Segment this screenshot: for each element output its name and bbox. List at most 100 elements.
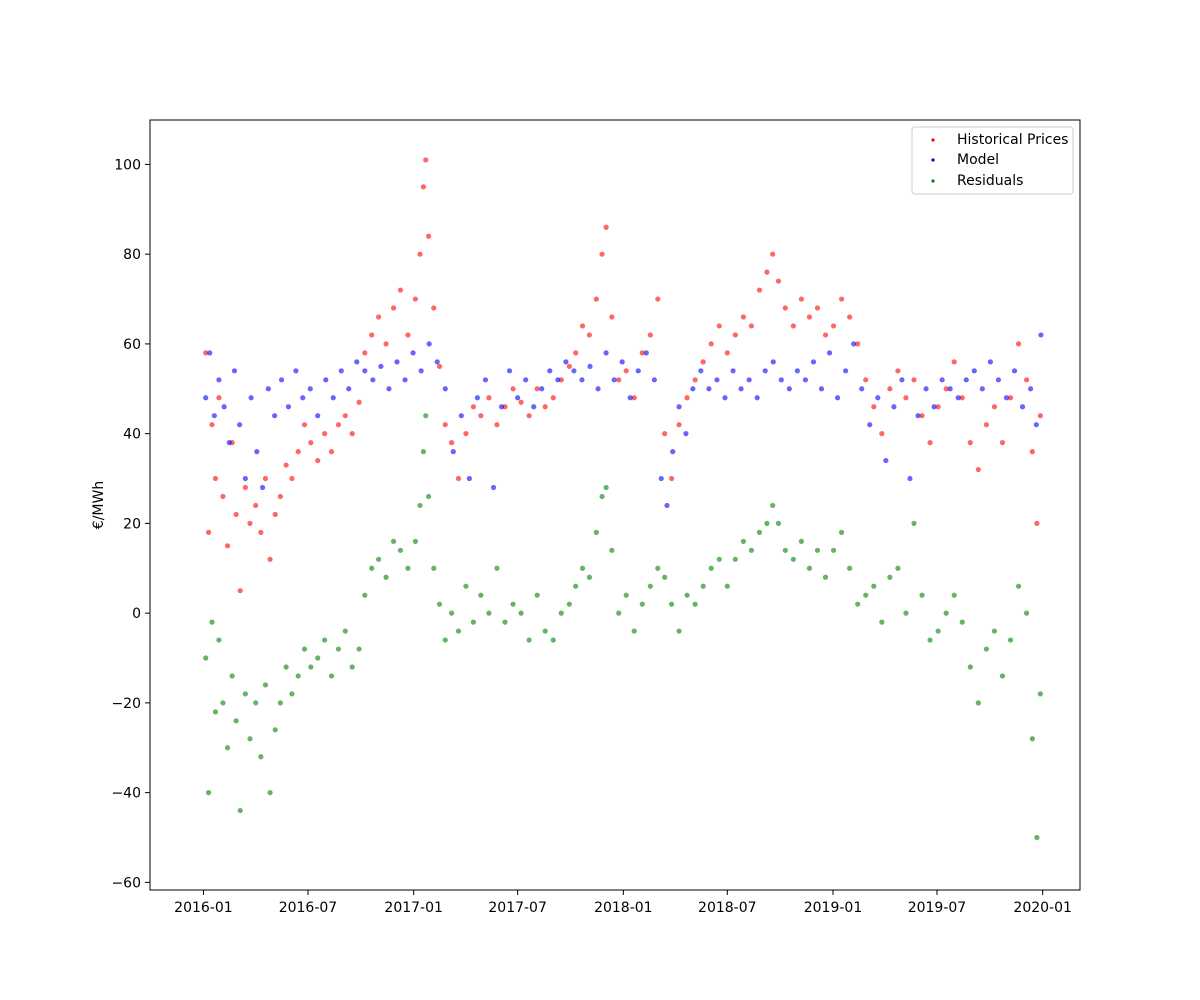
data-point-historical-prices xyxy=(887,386,893,392)
data-point-residuals xyxy=(205,790,212,796)
data-point-residuals xyxy=(983,646,989,652)
data-point-residuals xyxy=(362,592,368,598)
data-point-model xyxy=(706,386,712,392)
data-point-model xyxy=(899,377,905,383)
data-point-model xyxy=(226,440,232,446)
data-point-model xyxy=(676,404,682,410)
data-point-residuals xyxy=(748,547,755,553)
data-point-model xyxy=(450,449,456,455)
data-point-historical-prices xyxy=(967,440,973,446)
data-point-residuals xyxy=(662,574,668,580)
data-point-residuals xyxy=(676,628,682,634)
data-point-residuals xyxy=(631,628,637,634)
data-point-model xyxy=(418,368,424,374)
data-point-historical-prices xyxy=(470,404,476,410)
data-point-historical-prices xyxy=(301,422,308,428)
data-point-residuals xyxy=(967,664,973,670)
data-point-residuals xyxy=(616,610,622,616)
data-point-historical-prices xyxy=(486,395,492,401)
data-point-historical-prices xyxy=(764,269,770,275)
data-point-historical-prices xyxy=(510,386,516,392)
data-point-historical-prices xyxy=(911,377,917,383)
legend: Historical Prices Model Residuals xyxy=(911,126,1074,195)
data-point-residuals xyxy=(566,601,572,607)
data-point-historical-prices xyxy=(1034,520,1040,527)
data-point-model xyxy=(683,431,689,437)
data-point-model xyxy=(378,363,384,369)
data-point-residuals xyxy=(579,565,586,571)
data-point-historical-prices xyxy=(423,157,429,163)
data-point-historical-prices xyxy=(308,440,314,446)
data-point-historical-prices xyxy=(616,377,622,383)
data-point-model xyxy=(778,377,784,383)
y-tick-label: 80 xyxy=(123,247,141,263)
data-point-historical-prices xyxy=(242,484,248,491)
legend-marker-historical-prices xyxy=(931,138,935,142)
data-point-historical-prices xyxy=(322,431,328,437)
data-point-residuals xyxy=(716,556,722,562)
data-point-historical-prices xyxy=(224,543,231,549)
data-point-historical-prices xyxy=(203,350,209,356)
data-point-residuals xyxy=(267,790,273,796)
data-point-historical-prices xyxy=(233,511,239,518)
data-point-residuals xyxy=(573,583,579,589)
data-point-residuals xyxy=(991,628,998,634)
data-point-residuals xyxy=(494,565,500,571)
y-tick-label: −20 xyxy=(111,696,141,712)
x-tick-label: 2019-07 xyxy=(908,900,967,916)
data-point-historical-prices xyxy=(448,440,455,446)
data-point-historical-prices xyxy=(855,341,861,347)
data-point-model xyxy=(818,386,825,392)
y-tick-label: 60 xyxy=(123,337,141,353)
data-point-model xyxy=(402,377,408,383)
data-point-historical-prices xyxy=(716,323,722,329)
data-point-historical-prices xyxy=(822,332,829,338)
data-point-historical-prices xyxy=(927,440,933,446)
data-point-historical-prices xyxy=(1037,413,1043,419)
data-point-model xyxy=(1038,332,1044,338)
data-point-model xyxy=(426,341,432,347)
data-point-historical-prices xyxy=(494,422,500,428)
data-point-residuals xyxy=(383,574,389,580)
data-point-model xyxy=(730,368,736,374)
legend-label-model: Model xyxy=(957,152,999,168)
data-point-model xyxy=(595,386,601,392)
data-point-model xyxy=(627,395,633,401)
data-point-model xyxy=(939,377,945,383)
data-point-historical-prices xyxy=(983,422,989,428)
data-point-historical-prices xyxy=(975,466,981,473)
data-point-historical-prices xyxy=(662,431,668,437)
data-point-historical-prices xyxy=(863,377,869,383)
data-point-historical-prices xyxy=(431,305,437,311)
data-point-model xyxy=(254,449,260,455)
data-point-historical-prices xyxy=(775,278,782,284)
data-point-model xyxy=(770,359,776,365)
data-point-model xyxy=(851,341,857,347)
data-point-residuals xyxy=(390,538,397,544)
data-point-model xyxy=(603,350,609,356)
data-point-residuals xyxy=(863,592,869,598)
data-point-historical-prices xyxy=(903,395,909,401)
data-point-historical-prices xyxy=(436,363,443,369)
data-point-model xyxy=(466,475,472,482)
data-point-residuals xyxy=(935,628,941,634)
data-point-model xyxy=(643,350,649,356)
data-point-historical-prices xyxy=(220,493,226,500)
x-axis: 2016-01 2016-07 2017-01 2017-07 2018-01 2018-… xyxy=(174,890,1072,916)
data-point-historical-prices xyxy=(919,413,925,419)
data-point-model xyxy=(1033,422,1039,428)
data-point-residuals xyxy=(212,709,219,715)
data-point-historical-prices xyxy=(315,457,321,464)
data-point-residuals xyxy=(740,538,746,544)
data-point-model xyxy=(670,449,676,455)
data-point-residuals xyxy=(342,628,348,634)
data-point-residuals xyxy=(558,610,564,616)
data-point-residuals xyxy=(724,583,730,589)
data-point-residuals xyxy=(463,583,469,589)
data-point-residuals xyxy=(911,520,917,527)
data-point-historical-prices xyxy=(839,296,845,302)
data-point-historical-prices xyxy=(790,323,796,329)
data-point-historical-prices xyxy=(871,404,877,410)
data-point-model xyxy=(1003,395,1010,401)
